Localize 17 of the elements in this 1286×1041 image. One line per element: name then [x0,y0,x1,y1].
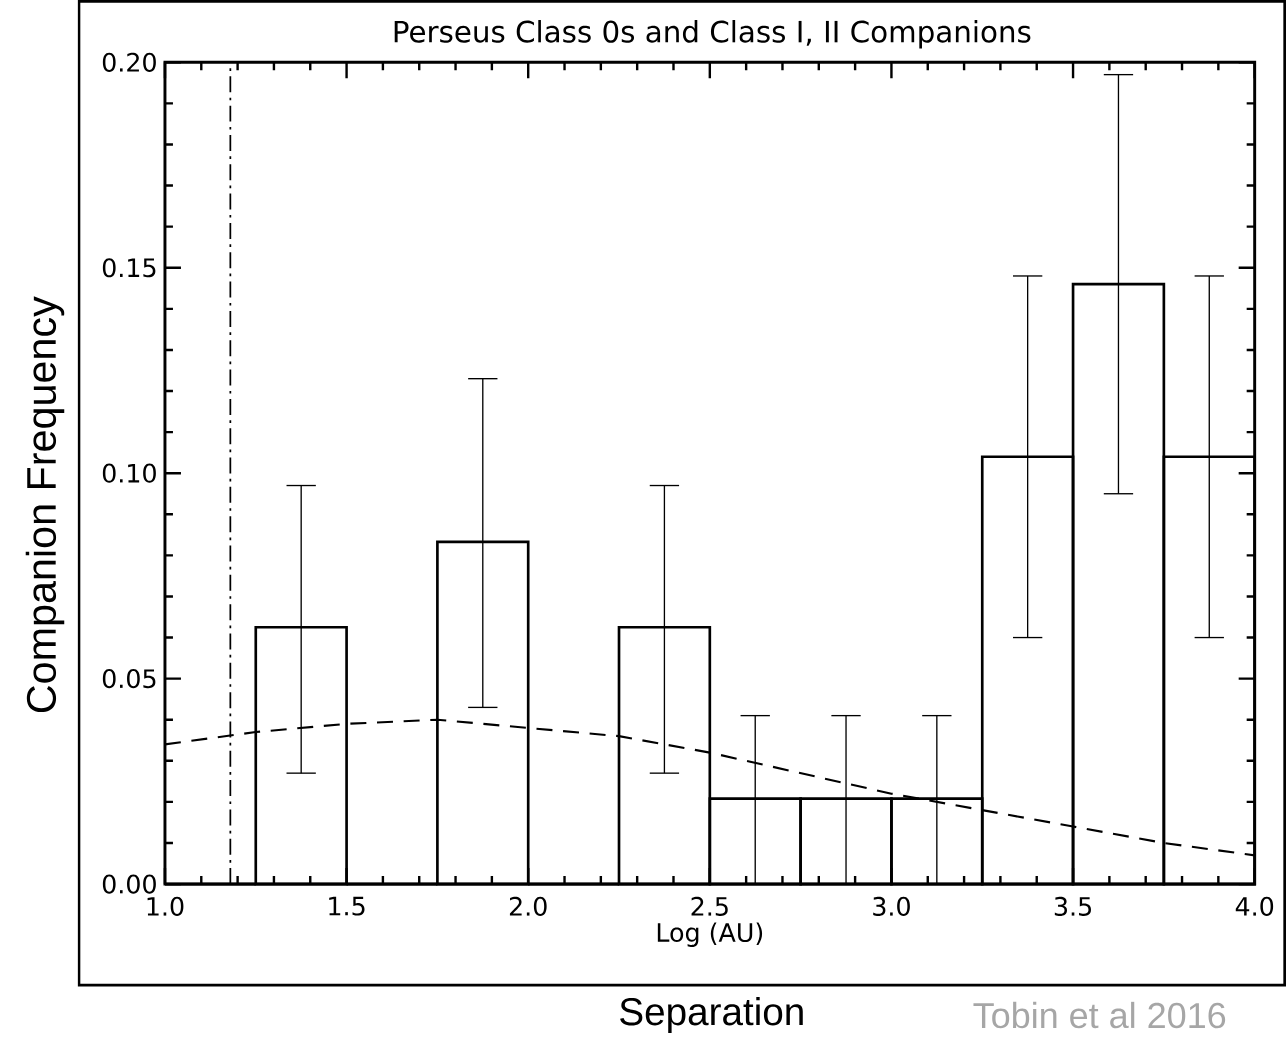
x-tick-label: 2.0 [509,896,547,916]
x-tick-label: 2.5 [691,896,728,916]
y-tick-label: 0.20 [102,52,156,72]
x-tick-label: 3.5 [1054,896,1091,916]
x-tick-label: 4.0 [1235,896,1274,916]
x-tick-label: 1.0 [147,896,184,916]
y-axis-title: Companion Frequency [25,296,65,713]
y-tick-label: 0.00 [102,874,156,894]
y-tick-label: 0.10 [102,463,156,483]
text: Tobin et al 2016 [973,1001,1226,1029]
x-tick-label: 3.0 [873,896,910,916]
x-axis-title: Log (AU) [657,922,763,947]
y-tick-label: 0.05 [102,669,156,689]
text: Separation [620,997,803,1034]
y-tick-label: 0.15 [102,258,156,278]
chart-title: Perseus Class 0s and Class I, II Companions [394,20,1031,49]
x-tick-label: 1.5 [329,896,365,916]
